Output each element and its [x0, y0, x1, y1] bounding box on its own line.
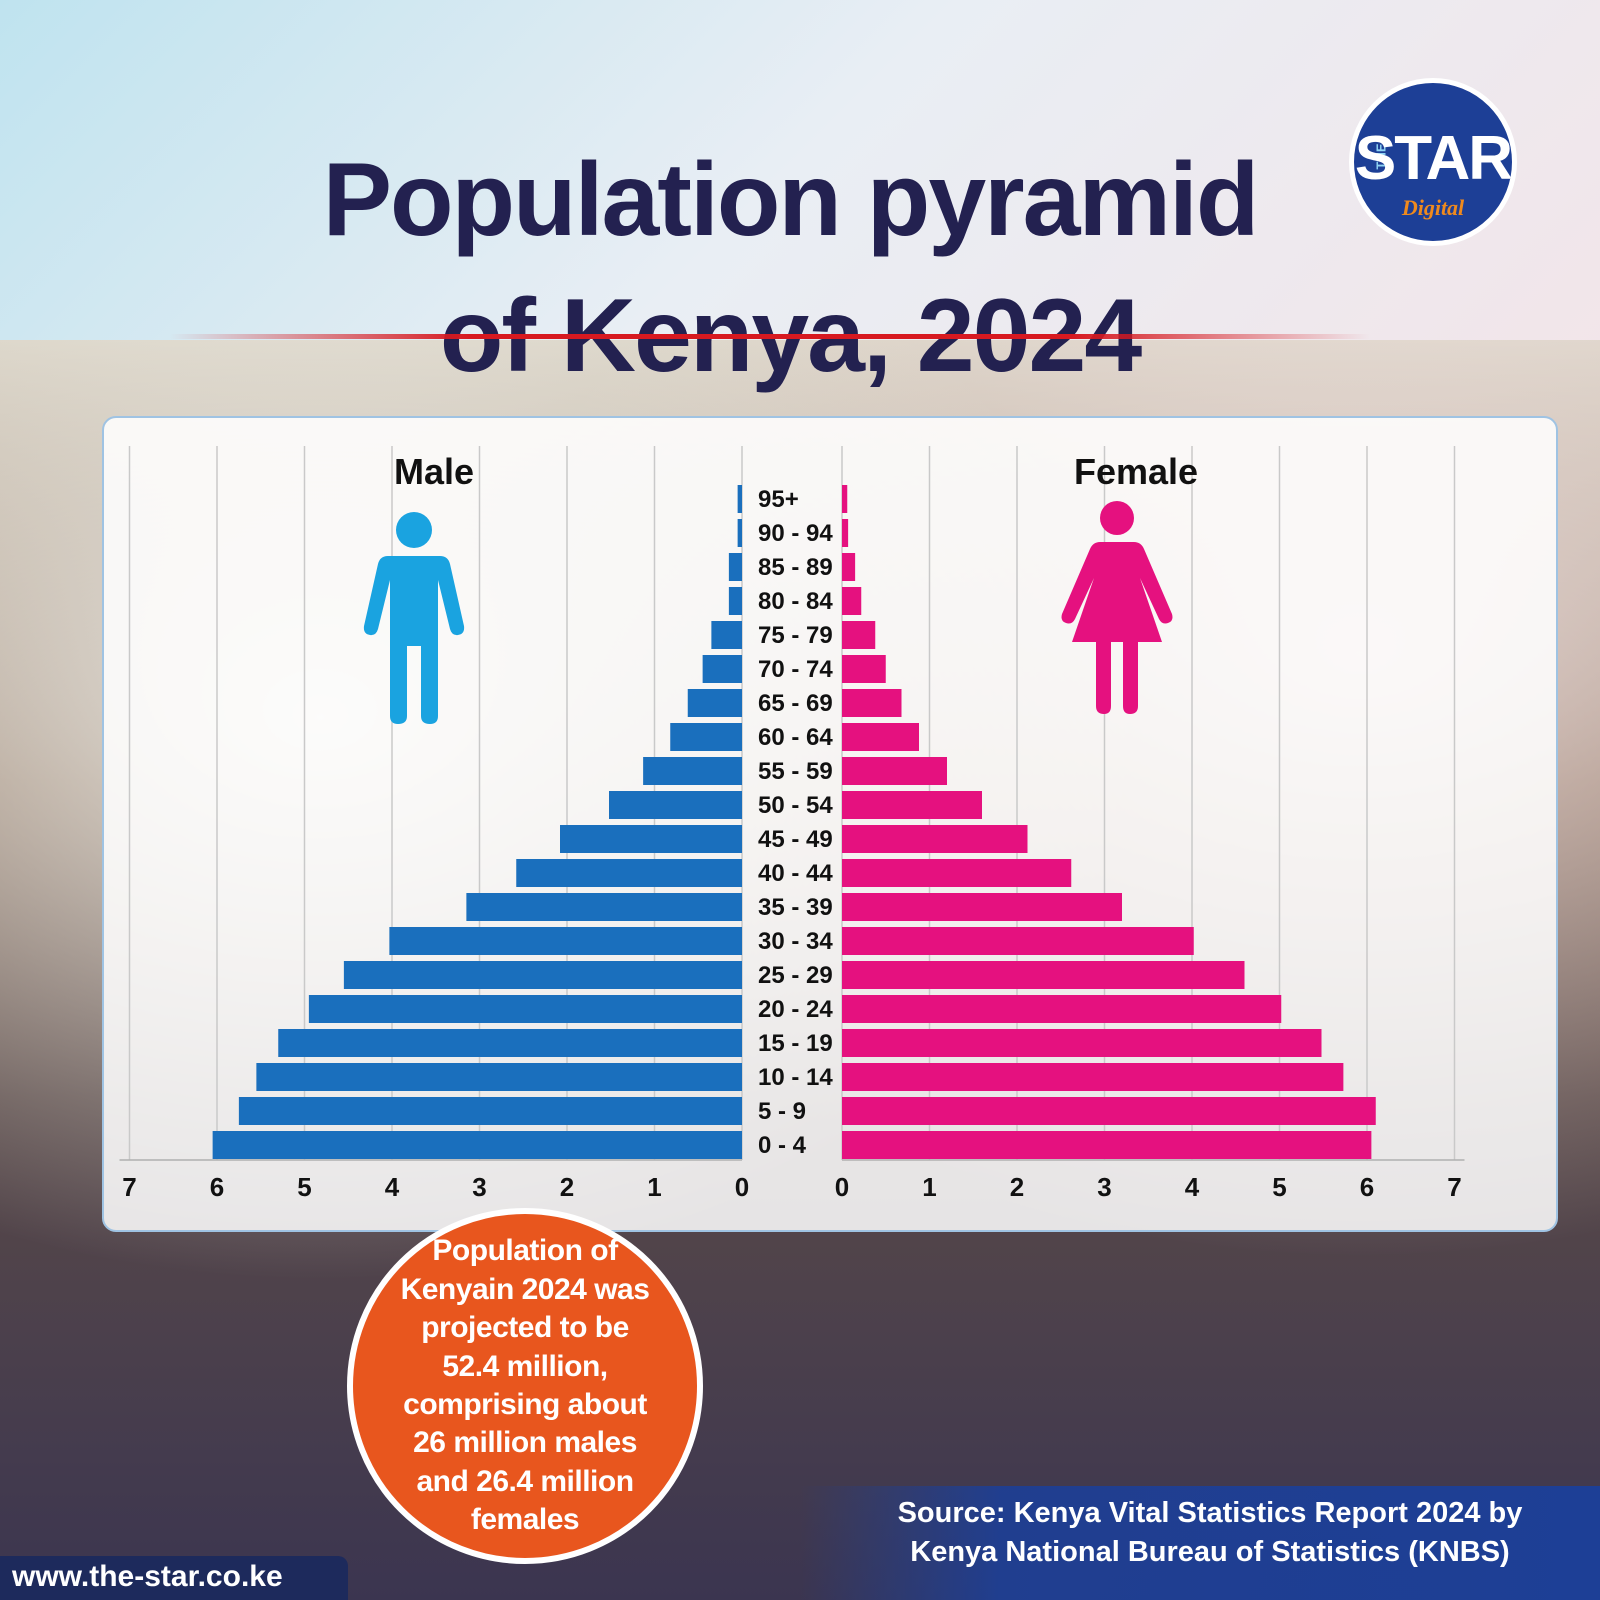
female-bar: [842, 621, 876, 649]
male-bar: [711, 621, 742, 649]
male-bar: [212, 1131, 742, 1159]
female-bar: [842, 961, 1245, 989]
male-bar: [466, 893, 742, 921]
male-x-tick-label: 5: [297, 1172, 311, 1202]
age-group-label: 30 - 34: [758, 928, 833, 955]
age-group-label: 40 - 44: [758, 860, 833, 887]
age-group-label: 65 - 69: [758, 690, 833, 717]
male-bar: [728, 587, 742, 615]
female-bar: [842, 757, 947, 785]
male-bar: [308, 995, 742, 1023]
female-bar: [842, 485, 848, 513]
age-group-label: 90 - 94: [758, 520, 833, 547]
age-group-label: 35 - 39: [758, 894, 833, 921]
female-bar: [842, 1131, 1372, 1159]
male-bar: [278, 1029, 742, 1057]
female-label: Female: [1074, 451, 1198, 492]
source-text: Source: Kenya Vital Statistics Report 20…: [897, 1497, 1523, 1569]
summary-callout-text: Population of Kenyain 2024 was projected…: [400, 1234, 650, 1537]
age-group-label: 55 - 59: [758, 758, 833, 785]
age-group-label: 95+: [758, 486, 799, 513]
female-x-tick-label: 4: [1185, 1172, 1200, 1202]
website-url[interactable]: www.the-star.co.ke: [12, 1560, 283, 1593]
male-bar: [702, 655, 742, 683]
title-divider: [170, 334, 1370, 339]
source-bar: Source: Kenya Vital Statistics Report 20…: [800, 1486, 1600, 1600]
male-bar: [343, 961, 742, 989]
age-group-label: 25 - 29: [758, 962, 833, 989]
page-title-line1: Population pyramid: [322, 141, 1260, 258]
male-bar: [609, 791, 742, 819]
female-bar: [842, 1029, 1322, 1057]
male-x-tick-label: 3: [472, 1172, 486, 1202]
female-bar: [842, 519, 849, 547]
female-bar: [842, 859, 1072, 887]
female-bar: [842, 927, 1194, 955]
female-bar: [842, 791, 982, 819]
male-bar: [560, 825, 742, 853]
female-x-tick-label: 5: [1272, 1172, 1286, 1202]
female-x-tick-label: 1: [922, 1172, 936, 1202]
female-bar: [842, 995, 1282, 1023]
female-x-tick-label: 6: [1360, 1172, 1374, 1202]
summary-callout: Population of Kenyain 2024 was projected…: [347, 1208, 703, 1564]
age-group-label: 20 - 24: [758, 996, 833, 1023]
female-x-tick-label: 3: [1097, 1172, 1111, 1202]
age-group-label: 5 - 9: [758, 1098, 806, 1125]
male-x-tick-label: 1: [647, 1172, 661, 1202]
female-x-tick-label: 7: [1447, 1172, 1461, 1202]
male-x-tick-label: 2: [560, 1172, 574, 1202]
age-group-label: 60 - 64: [758, 724, 833, 751]
female-person-icon: [1061, 501, 1173, 714]
age-group-label: 0 - 4: [758, 1132, 807, 1159]
age-group-label: 75 - 79: [758, 622, 833, 649]
female-bar: [842, 655, 886, 683]
chart-panel: 95+ 90 - 94 85 - 89 80 - 84 75 - 79 70 - 74 65…: [102, 416, 1558, 1232]
female-bar: [842, 723, 919, 751]
female-x-tick-label: 2: [1010, 1172, 1024, 1202]
female-bar: [842, 587, 862, 615]
male-bar: [389, 927, 742, 955]
male-x-tick-label: 0: [735, 1172, 749, 1202]
male-bar: [737, 519, 742, 547]
the-star-logo: THE STAR Digital: [1349, 78, 1517, 246]
age-group-label: 50 - 54: [758, 792, 833, 819]
male-bar: [643, 757, 742, 785]
female-bar: [842, 689, 902, 717]
age-group-label: 85 - 89: [758, 554, 833, 581]
age-group-label: 80 - 84: [758, 588, 833, 615]
female-bar: [842, 1063, 1344, 1091]
female-bar: [842, 825, 1028, 853]
male-bar: [728, 553, 742, 581]
male-bar: [737, 485, 742, 513]
age-group-label: 70 - 74: [758, 656, 833, 683]
male-person-icon: [363, 512, 465, 724]
logo-digital-text: Digital: [1401, 195, 1465, 220]
age-group-label: 15 - 19: [758, 1030, 833, 1057]
male-x-tick-label: 7: [122, 1172, 136, 1202]
male-x-tick-label: 6: [210, 1172, 224, 1202]
male-bar: [670, 723, 742, 751]
male-bar: [256, 1063, 742, 1091]
male-label: Male: [394, 451, 474, 492]
female-x-tick-label: 0: [835, 1172, 849, 1202]
male-bar: [516, 859, 742, 887]
logo-star-text: STAR: [1354, 124, 1512, 193]
male-bar: [687, 689, 742, 717]
male-x-tick-label: 4: [385, 1172, 400, 1202]
male-bar: [238, 1097, 742, 1125]
female-bar: [842, 893, 1122, 921]
website-url-bar[interactable]: www.the-star.co.ke: [0, 1556, 348, 1600]
female-bar: [842, 553, 856, 581]
age-group-label: 10 - 14: [758, 1064, 833, 1091]
age-group-label: 45 - 49: [758, 826, 833, 853]
female-bar: [842, 1097, 1376, 1125]
